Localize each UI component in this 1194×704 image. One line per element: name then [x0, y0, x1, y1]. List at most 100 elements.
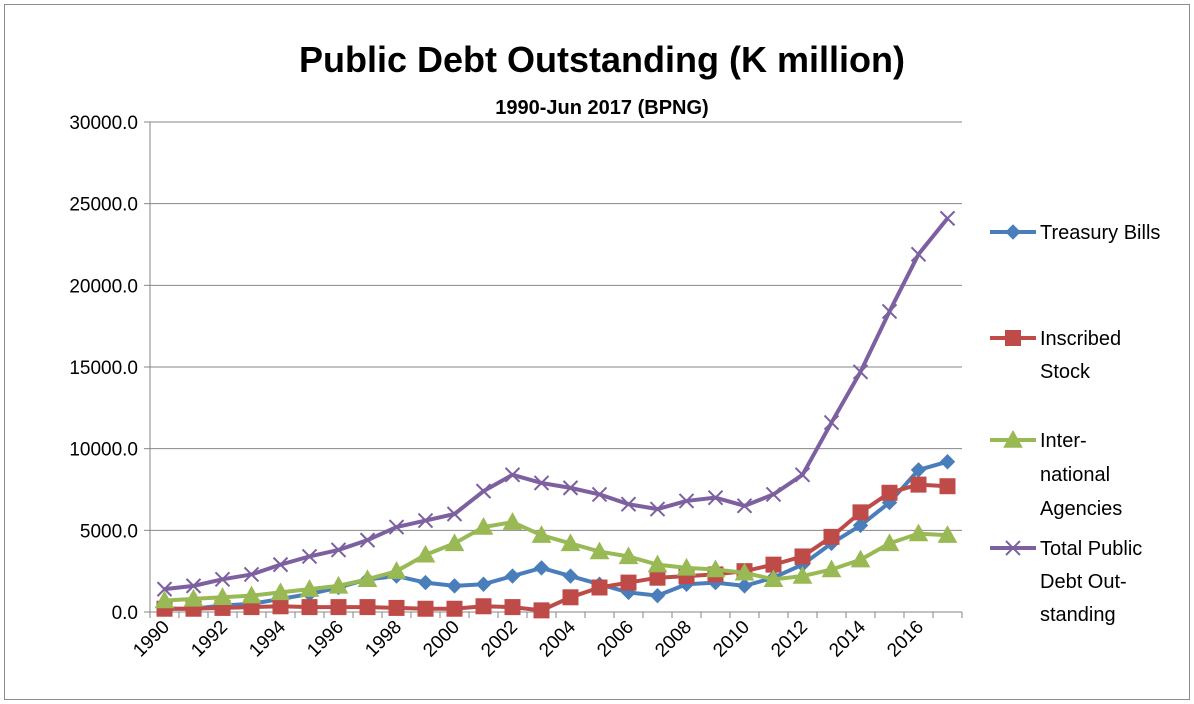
x-tick-label: 1994 [245, 616, 290, 661]
data-point-marker [763, 569, 784, 588]
data-point-marker [473, 517, 494, 535]
data-point-marker [1005, 540, 1021, 556]
y-tick-label: 30000.0 [69, 113, 138, 134]
data-point-marker [299, 579, 320, 597]
data-point-marker [794, 467, 811, 483]
data-point-marker [330, 542, 347, 558]
data-point-marker [504, 568, 521, 584]
data-point-marker [359, 599, 376, 616]
data-point-marker [444, 533, 465, 552]
data-point-marker [1005, 224, 1021, 240]
x-tick-label: 2008 [651, 617, 696, 662]
data-point-marker [417, 600, 434, 617]
data-point-marker [562, 568, 579, 584]
y-tick-label: 0.0 [112, 603, 138, 624]
data-point-marker [562, 480, 579, 496]
data-point-marker [388, 519, 405, 535]
data-point-marker [183, 588, 204, 607]
y-axis-ticks: 0.0 5000.0 10000.0 15000.0 20000.0 25000.0 300… [69, 113, 150, 624]
data-point-marker [705, 559, 726, 578]
x-axis-ticks: 1990 1992 1994 1996 1998 2000 2002 2004 2006 2008… [129, 612, 963, 662]
legend-item: Total Public Debt Out-standing [990, 538, 1142, 626]
data-point-marker [649, 587, 666, 604]
data-point-marker [156, 581, 173, 597]
data-point-marker [330, 599, 347, 616]
legend-label: Agencies [1040, 498, 1122, 520]
data-point-marker [591, 486, 608, 503]
data-point-marker [823, 528, 840, 545]
x-tick-label: 2012 [767, 617, 812, 662]
data-point-marker [243, 566, 260, 583]
data-point-marker [475, 598, 492, 615]
data-point-marker [910, 476, 927, 493]
series-2 [154, 512, 958, 609]
x-tick-label: 2006 [593, 617, 638, 662]
data-point-marker [736, 498, 753, 514]
data-point-marker [937, 525, 958, 543]
data-point-marker [415, 544, 436, 563]
gridlines [150, 121, 962, 531]
data-point-marker [417, 574, 434, 591]
x-tick-label: 1992 [187, 617, 232, 662]
data-point-marker [212, 587, 233, 605]
legend-label: national [1040, 464, 1110, 486]
legend-item: Treasury Bills [990, 222, 1160, 244]
legend-label: standing [1040, 604, 1116, 626]
data-point-marker [850, 549, 871, 568]
data-point-marker [765, 486, 782, 503]
data-point-marker [707, 489, 724, 506]
legend-label: Treasury Bills [1040, 222, 1160, 244]
series-group [154, 210, 958, 619]
chart-title: Public Debt Outstanding (K million) [299, 39, 905, 80]
y-tick-label: 5000.0 [80, 521, 138, 542]
x-tick-label: 2014 [825, 616, 870, 661]
data-point-marker [823, 414, 840, 431]
data-point-marker [531, 525, 552, 543]
data-point-marker [618, 546, 639, 565]
data-point-marker [301, 599, 318, 616]
series-3 [156, 210, 956, 597]
data-point-marker [881, 303, 898, 320]
data-point-marker [214, 571, 231, 588]
data-point-marker [591, 579, 608, 596]
data-point-marker [881, 484, 898, 501]
data-point-marker [446, 506, 463, 522]
data-point-marker [649, 501, 666, 517]
data-point-marker [794, 548, 811, 565]
data-point-marker [504, 599, 521, 616]
legend-label: Debt Out- [1040, 571, 1127, 593]
data-point-marker [649, 569, 666, 586]
data-point-marker [272, 556, 289, 573]
x-tick-label: 1998 [361, 617, 406, 662]
series-line [164, 217, 950, 592]
data-point-marker [533, 602, 550, 619]
chart-subtitle: 1990-Jun 2017 (BPNG) [495, 97, 708, 119]
series-line [164, 459, 949, 611]
data-point-marker [301, 548, 318, 565]
data-point-marker [417, 512, 434, 529]
x-tick-label: 2002 [477, 617, 522, 662]
legend: Treasury Bills Inscribed Stock Inter-nation… [990, 222, 1160, 626]
data-point-marker [533, 475, 550, 491]
x-tick-label: 2010 [709, 617, 754, 662]
data-point-marker [560, 533, 581, 552]
y-tick-label: 15000.0 [69, 358, 138, 379]
data-point-marker [154, 590, 175, 609]
data-point-marker [678, 493, 695, 509]
data-point-marker [589, 541, 610, 560]
data-point-marker [736, 578, 753, 594]
data-point-marker [185, 578, 202, 594]
legend-label: Stock [1040, 361, 1091, 383]
data-point-marker [270, 582, 291, 601]
legend-label: Total Public [1040, 538, 1142, 560]
data-point-marker [475, 576, 492, 592]
data-point-marker [821, 559, 842, 578]
data-point-marker [562, 589, 579, 606]
data-point-marker [386, 561, 407, 579]
series-line [164, 520, 948, 603]
data-point-marker [620, 496, 637, 512]
series-line [164, 482, 948, 613]
x-tick-label: 2004 [535, 616, 580, 661]
data-point-marker [1003, 429, 1023, 448]
